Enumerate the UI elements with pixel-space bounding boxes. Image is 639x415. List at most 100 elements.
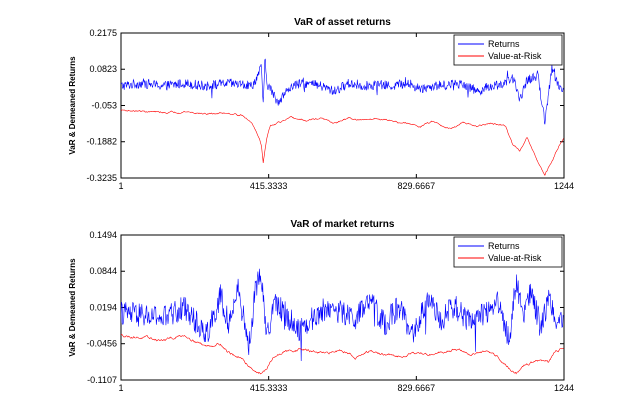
data-point (273, 301, 274, 302)
data-point (266, 368, 267, 369)
data-point (261, 373, 262, 374)
data-point (327, 354, 328, 355)
data-point (384, 323, 385, 324)
x-tick-label: 1 (118, 181, 123, 191)
data-point (270, 126, 271, 127)
data-point (434, 85, 435, 86)
data-point (257, 75, 258, 76)
series-line-value-at-risk (121, 109, 564, 176)
chart-title: VaR of market returns (291, 219, 395, 230)
data-point (261, 144, 262, 145)
data-point (266, 83, 267, 84)
data-point (548, 295, 549, 296)
data-point (544, 120, 545, 121)
data-point (206, 334, 207, 335)
data-point (384, 354, 385, 355)
data-point (248, 346, 249, 347)
data-point (284, 351, 285, 352)
data-point (334, 91, 335, 92)
data-point (255, 284, 256, 285)
data-point (141, 337, 142, 338)
data-point (516, 279, 517, 280)
data-point (241, 84, 242, 85)
x-tick-label: 829.6667 (398, 181, 436, 191)
y-axis-label: VaR & Demeaned Returns (68, 56, 77, 155)
data-point (530, 362, 531, 363)
x-tick-label: 829.6667 (398, 383, 436, 393)
data-point (141, 111, 142, 112)
data-point (320, 85, 321, 86)
data-point (370, 351, 371, 352)
data-point (362, 120, 363, 121)
data-point (537, 160, 538, 161)
data-point (284, 312, 285, 313)
data-point (516, 373, 517, 374)
data-point (341, 348, 342, 349)
y-tick-label: -0.0456 (86, 339, 117, 349)
data-point (377, 84, 378, 85)
data-point (261, 273, 262, 274)
data-point (523, 365, 524, 366)
data-point (484, 312, 485, 313)
data-point (548, 362, 549, 363)
series-line-returns (121, 58, 564, 125)
data-point (498, 357, 499, 358)
data-point (541, 329, 542, 330)
data-point (491, 85, 492, 86)
data-point (555, 318, 556, 319)
legend-label-returns: Returns (488, 241, 520, 251)
data-point (544, 174, 545, 175)
data-point (412, 351, 413, 352)
data-point (163, 318, 164, 319)
series-line-value-at-risk (121, 333, 564, 375)
data-point (206, 346, 207, 347)
data-point (526, 80, 527, 81)
series-line-returns (121, 268, 564, 362)
data-point (141, 83, 142, 84)
y-tick-label: 0.0194 (89, 302, 117, 312)
data-point (184, 307, 185, 308)
data-point (455, 348, 456, 349)
data-point (362, 85, 363, 86)
data-point (526, 136, 527, 137)
data-point (184, 83, 185, 84)
data-point (469, 354, 470, 355)
data-point (448, 128, 449, 129)
data-point (355, 318, 356, 319)
data-point (327, 307, 328, 308)
data-point (558, 85, 559, 86)
data-point (252, 123, 253, 124)
data-point (206, 113, 207, 114)
y-tick-label: -0.053 (91, 101, 117, 111)
data-point (448, 84, 449, 85)
x-tick-label: 1244 (554, 181, 574, 191)
data-point (551, 160, 552, 161)
y-tick-label: 0.0823 (89, 64, 117, 74)
legend-box (453, 34, 563, 66)
data-point (419, 88, 420, 89)
data-point (476, 91, 477, 92)
chart-1: VaR of market returns VaR & Demeaned Retu… (68, 219, 574, 393)
data-point (558, 144, 559, 145)
data-point (391, 85, 392, 86)
data-point (476, 126, 477, 127)
data-point (541, 359, 542, 360)
data-point (441, 318, 442, 319)
data-point (348, 83, 349, 84)
data-point (320, 117, 321, 118)
data-point (206, 85, 207, 86)
data-point (509, 368, 510, 369)
data-point (241, 115, 242, 116)
data-point (277, 101, 278, 102)
data-point (370, 301, 371, 302)
data-point (341, 312, 342, 313)
data-point (441, 351, 442, 352)
data-point (491, 123, 492, 124)
data-point (512, 144, 513, 145)
data-point (498, 301, 499, 302)
data-point (519, 99, 520, 100)
data-point (163, 112, 164, 113)
data-point (348, 117, 349, 118)
legend-label-value-at-risk: Value-at-Risk (488, 253, 542, 263)
